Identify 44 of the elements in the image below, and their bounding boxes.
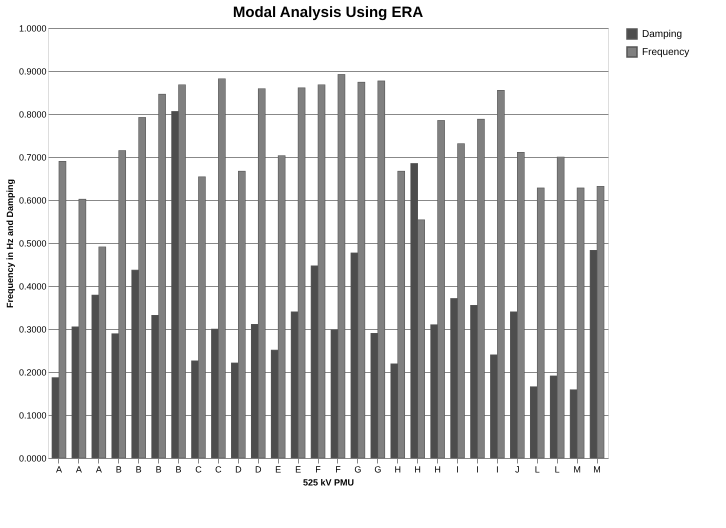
y-tick-label: 0.6000 — [18, 196, 46, 206]
x-tick-label: I — [476, 464, 479, 474]
y-tick-label: 0.8000 — [18, 110, 46, 120]
y-tick-label: 0.5000 — [18, 238, 46, 248]
x-tick-label: H — [434, 464, 441, 474]
x-tick-label: L — [554, 464, 560, 474]
x-tick-label: J — [515, 464, 520, 474]
y-tick-label: 0.3000 — [18, 324, 46, 334]
y-axis-title: Frequency in Hz and Damping — [4, 178, 15, 308]
x-tick-label: C — [215, 464, 222, 474]
y-tick-label: 0.2000 — [18, 368, 46, 378]
x-tick-label: H — [414, 464, 421, 474]
x-tick-label: M — [593, 464, 601, 474]
x-tick-label: G — [354, 464, 362, 474]
x-tick-label: B — [136, 464, 142, 474]
y-tick-label: 0.9000 — [18, 66, 46, 76]
y-tick-label: 1.0000 — [18, 24, 46, 34]
y-tick-label: 0.0000 — [18, 454, 46, 464]
y-tick-label: 0.1000 — [18, 410, 46, 420]
x-tick-label: A — [56, 464, 62, 474]
x-tick-label: F — [335, 464, 342, 474]
x-tick-label: D — [255, 464, 262, 474]
x-tick-label: B — [176, 464, 182, 474]
x-tick-label: E — [295, 464, 302, 474]
y-tick-label: 0.4000 — [18, 282, 46, 292]
y-tick-label: 0.7000 — [18, 152, 46, 162]
x-tick-label: I — [496, 464, 499, 474]
x-tick-label: G — [374, 464, 382, 474]
x-tick-label: F — [315, 464, 322, 474]
x-tick-label: C — [195, 464, 202, 474]
x-tick-label: A — [96, 464, 102, 474]
x-tick-label: B — [156, 464, 162, 474]
legend-label: Damping — [642, 29, 682, 40]
x-tick-label: A — [76, 464, 82, 474]
x-tick-label: M — [573, 464, 581, 474]
x-tick-label: H — [394, 464, 401, 474]
x-tick-label: B — [116, 464, 122, 474]
x-tick-label: I — [456, 464, 459, 474]
legend-label: Frequency — [642, 47, 690, 58]
x-tick-label: L — [534, 464, 540, 474]
x-tick-label: D — [235, 464, 242, 474]
chart-title: Modal Analysis Using ERA — [232, 4, 424, 21]
x-axis-title: 525 kV PMU — [302, 478, 354, 488]
x-tick-label: E — [275, 464, 282, 474]
